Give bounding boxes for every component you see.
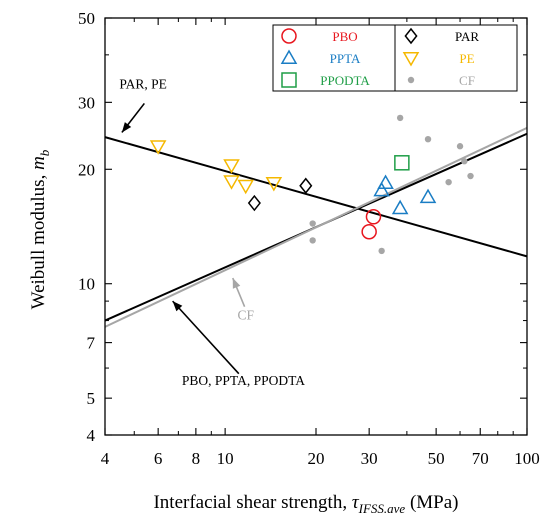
point-circle	[365, 209, 382, 225]
annotation: CF	[232, 277, 254, 323]
point-square	[394, 155, 410, 171]
annotation-label: PAR, PE	[119, 77, 167, 92]
y-tick-label: 4	[87, 426, 96, 445]
x-axis-title-subscript: IFSS.ave	[358, 501, 406, 516]
y-tick-label: 10	[78, 275, 95, 294]
point-triangle-down	[223, 175, 240, 190]
series-par	[247, 177, 313, 212]
point-triangle-down	[265, 177, 283, 192]
x-tick-label: 30	[361, 449, 378, 468]
point-dot	[396, 114, 404, 122]
series-ppta	[373, 174, 437, 215]
annotation: PBO, PPTA, PPODTA	[172, 300, 305, 388]
point-triangle-up	[391, 199, 409, 215]
point-dot	[407, 76, 415, 84]
point-dot	[467, 172, 474, 180]
y-tick-label: 20	[78, 160, 95, 179]
annotation-arrow-shaft	[172, 300, 240, 375]
data-points	[149, 114, 474, 255]
point-dot	[461, 158, 468, 165]
point-triangle-up	[377, 174, 394, 190]
point-dot	[378, 247, 385, 255]
point-triangle-down	[402, 52, 420, 67]
point-circle	[281, 28, 297, 44]
legend: PBO PAR PPTA PE PPODTA CF	[272, 24, 518, 92]
point-dot	[309, 220, 316, 227]
point-diamond	[404, 27, 418, 45]
annotation-label: CF	[237, 308, 254, 323]
annotation: PAR, PE	[119, 77, 167, 133]
series-ppodta	[394, 155, 410, 171]
point-diamond	[299, 177, 313, 194]
series-pbo	[361, 209, 382, 240]
axis-ticks: 4 6 8 10 20 30 50 70 100 4 5 7 10 20 30 50	[78, 9, 540, 468]
fit-line	[104, 136, 528, 258]
legend-item-ppodta: PPODTA	[281, 72, 370, 88]
legend-item-pe: PE	[402, 51, 475, 67]
y-axis-title-symbol: m	[28, 156, 49, 170]
x-axis-title-prefix: Interfacial shear strength,	[153, 492, 351, 513]
legend-label: PAR	[455, 29, 479, 44]
point-triangle-down	[237, 179, 255, 195]
x-tick-label: 70	[472, 449, 489, 468]
fit-line	[104, 126, 528, 328]
point-square	[281, 72, 297, 88]
x-tick-label: 50	[428, 449, 445, 468]
point-triangle-down	[149, 140, 167, 155]
series-pe	[149, 140, 283, 195]
annotation-arrow-head	[172, 301, 183, 312]
x-tick-label: 8	[192, 449, 201, 468]
y-tick-label: 5	[87, 389, 96, 408]
legend-label: PE	[459, 51, 474, 66]
x-tick-label: 20	[308, 449, 325, 468]
annotation-arrow-head	[232, 278, 241, 289]
y-axis-title-prefix: Weibull modulus,	[28, 170, 49, 309]
legend-item-cf: CF	[407, 73, 475, 88]
legend-label: PPODTA	[320, 73, 370, 88]
legend-item-ppta: PPTA	[280, 49, 361, 66]
point-dot	[445, 178, 452, 186]
y-tick-label: 30	[78, 93, 95, 112]
y-axis-title: Weibull modulus, mb	[28, 149, 52, 309]
point-dot	[456, 143, 464, 150]
point-circle	[361, 223, 377, 240]
x-tick-label: 10	[217, 449, 234, 468]
x-tick-label: 4	[101, 449, 110, 468]
annotations: PAR, PE CF PBO, PPTA, PPODTA	[119, 77, 305, 388]
point-dot	[309, 237, 316, 244]
y-tick-label: 50	[78, 9, 95, 28]
legend-label: PPTA	[330, 51, 361, 66]
point-dot	[424, 135, 432, 143]
x-tick-label: 100	[514, 449, 540, 468]
legend-item-par: PAR	[404, 27, 479, 45]
series-cf	[309, 114, 474, 255]
x-axis-title-suffix: (MPa)	[405, 492, 458, 513]
x-tick-label: 6	[154, 449, 163, 468]
annotation-label: PBO, PPTA, PPODTA	[182, 373, 305, 388]
y-axis-title-subscript: b	[37, 149, 52, 156]
point-diamond	[247, 194, 261, 212]
point-triangle-down	[223, 159, 240, 174]
x-axis-title: Interfacial shear strength, τIFSS.ave (M…	[153, 492, 458, 516]
legend-label: CF	[459, 73, 475, 88]
point-triangle-up	[419, 188, 437, 204]
fit-lines	[104, 126, 528, 328]
legend-item-pbo: PBO	[281, 28, 358, 44]
annotation-arrow-head	[121, 122, 132, 133]
x-axis-title-symbol: τ	[352, 492, 360, 513]
point-triangle-up	[280, 49, 298, 64]
y-tick-label: 7	[87, 334, 96, 353]
point-triangle-up	[373, 181, 390, 197]
legend-label: PBO	[332, 29, 357, 44]
